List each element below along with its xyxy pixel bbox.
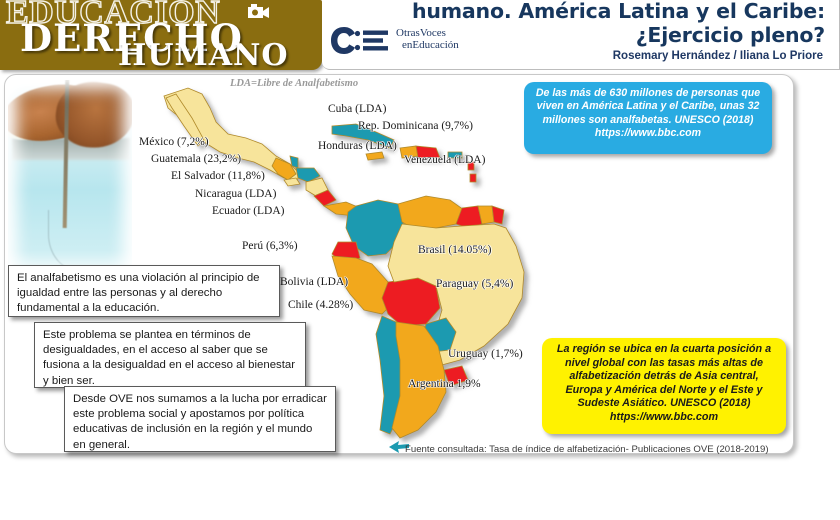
country-bolivia <box>381 277 441 327</box>
callout-cyan-link[interactable]: https://www.bbc.com <box>594 127 702 140</box>
ove-wordmark-line2: enEducación <box>402 38 459 51</box>
country-honduras <box>295 167 321 183</box>
map-label-nicaragua: Nicaragua (LDA) <box>195 188 277 200</box>
callout-cyan-stat: De las más de 630 millones de personas q… <box>524 82 772 154</box>
country-colombia <box>345 199 405 257</box>
map-label-uruguay: Uruguay (1,7%) <box>448 348 523 360</box>
header-gold-banner: EDUCACIÓN DERECHO HUMANO <box>0 0 322 70</box>
hand-writing-photo <box>8 80 132 280</box>
country-el-salvador <box>283 177 301 187</box>
map-label-venezuela: Venezuela (LDA) <box>404 154 486 166</box>
map-label-chile: Chile (4.28%) <box>288 299 354 311</box>
map-svg <box>163 87 525 439</box>
callout-white-2: Este problema se plantea en términos de … <box>34 322 306 388</box>
map-label-mexico: México (7,2%) <box>139 136 209 148</box>
ove-logo-icon <box>331 27 388 54</box>
banner-educacion: EDUCACIÓN <box>5 0 221 32</box>
callout-yellow-stat: La región se ubica en la cuarta posición… <box>542 338 786 434</box>
map-label-brasil: Brasil (14.05%) <box>418 244 492 256</box>
authors: Rosemary Hernández / Iliana Lo Priore <box>612 50 823 62</box>
map-label-ecuador: Ecuador (LDA) <box>212 205 285 217</box>
map-legend-lda: LDA=Libre de Analfabetismo <box>230 78 359 89</box>
latin-america-map: LDA=Libre de Analfabetismo <box>139 78 570 448</box>
country-argentina <box>391 321 447 439</box>
callout-white-3: Desde OVE nos sumamos a la lucha por err… <box>64 386 336 452</box>
country-cuba <box>331 123 395 149</box>
ove-logo: OtrasVoces enEducación <box>330 24 482 64</box>
map-label-peru: Perú (6,3%) <box>242 240 298 252</box>
map-label-bolivia: Bolivia (LDA) <box>280 276 349 288</box>
country-puerto-rico <box>447 151 463 159</box>
country-republica-dominicana <box>415 145 441 159</box>
callout-yellow-text: La región se ubica en la cuarta posición… <box>556 343 772 410</box>
map-label-honduras: Honduras (LDA) <box>318 140 397 152</box>
country-brasil <box>387 223 525 367</box>
country-jamaica <box>365 151 385 161</box>
ove-wordmark-line1: OtrasVoces <box>396 27 446 39</box>
header-title-panel: humano. América Latina y el Caribe: ¿Eje… <box>322 0 840 70</box>
source-note: Fuente consultada: Tasa de índice de alf… <box>405 444 769 455</box>
map-label-cuba: Cuba (LDA) <box>328 103 387 115</box>
callout-white-1: El analfabetismo es una violación al pri… <box>8 265 280 317</box>
arrow-icon <box>389 441 409 453</box>
country-baja-california <box>165 93 205 147</box>
country-uruguay <box>443 365 469 387</box>
map-label-argentina: Argentina 1,9% <box>408 378 481 390</box>
map-label-rep-dominicana: Rep. Dominicana (9,7%) <box>358 120 473 132</box>
callout-cyan-text: De las más de 630 millones de personas q… <box>535 87 761 126</box>
header: EDUCACIÓN DERECHO HUMANO humano. América… <box>0 0 840 72</box>
map-label-paraguay: Paraguay (5,4%) <box>436 278 514 290</box>
map-label-guatemala: Guatemala (23,2%) <box>151 153 242 165</box>
map-label-el-salvador: El Salvador (11,8%) <box>171 170 265 182</box>
country-costa-rica <box>313 189 337 207</box>
banner-humano: HUMANO <box>118 38 289 70</box>
page-title-line2: ¿Ejercicio pleno? <box>635 23 825 47</box>
camera-icon <box>248 4 269 18</box>
photo-vignette <box>8 80 132 280</box>
banner-derecho: DERECHO <box>20 16 243 60</box>
callout-yellow-link[interactable]: https://www.bbc.com <box>609 410 719 423</box>
country-lesser-antilles <box>467 161 477 183</box>
ove-logo-wordmark: OtrasVoces enEducación <box>396 27 459 51</box>
country-french-guiana <box>491 205 505 225</box>
page-title-line1: humano. América Latina y el Caribe: <box>411 0 825 23</box>
